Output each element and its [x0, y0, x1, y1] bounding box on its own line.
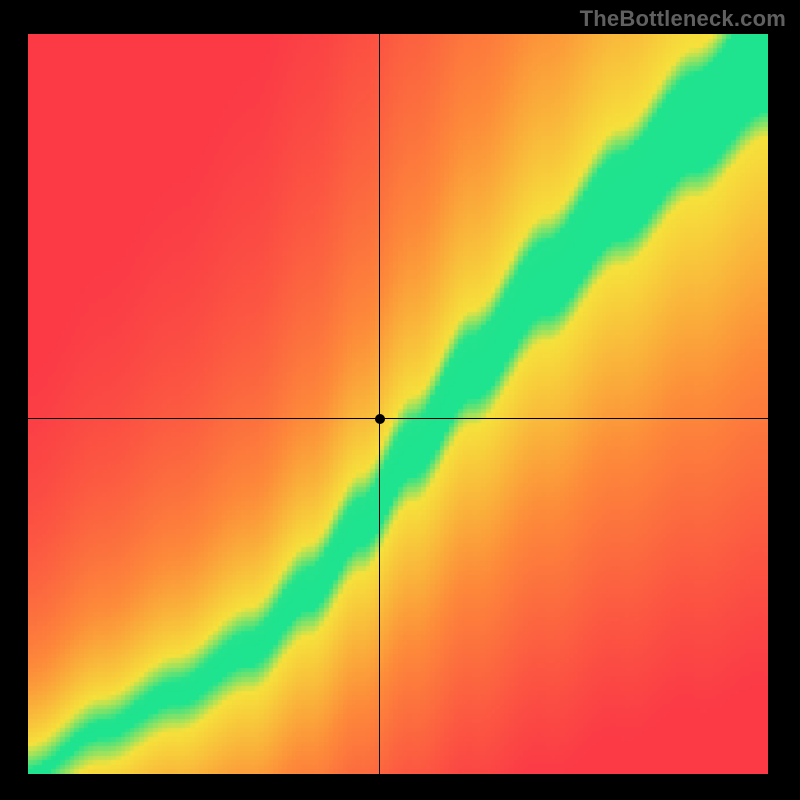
crosshair-vertical-line [379, 34, 380, 774]
crosshair-marker [375, 414, 385, 424]
crosshair-horizontal-line [28, 418, 768, 419]
heatmap-plot-area [28, 34, 768, 774]
chart-container: TheBottleneck.com [0, 0, 800, 800]
watermark-text: TheBottleneck.com [580, 6, 786, 32]
heatmap-canvas [28, 34, 768, 774]
